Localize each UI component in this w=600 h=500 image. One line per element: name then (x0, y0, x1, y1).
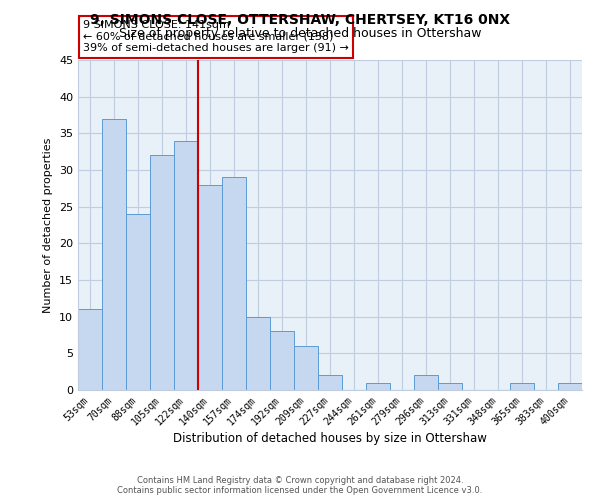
Bar (174, 140, 198, 390)
Bar (558, 382, 582, 390)
Bar (318, 376, 342, 390)
Bar (366, 382, 390, 390)
Bar (510, 382, 534, 390)
Bar (222, 178, 246, 390)
Bar (438, 382, 462, 390)
Bar (294, 346, 318, 390)
Bar (414, 376, 438, 390)
Text: Contains HM Land Registry data © Crown copyright and database right 2024.
Contai: Contains HM Land Registry data © Crown c… (118, 476, 482, 495)
Bar (270, 332, 294, 390)
Text: Size of property relative to detached houses in Ottershaw: Size of property relative to detached ho… (119, 28, 481, 40)
Bar (246, 316, 270, 390)
Bar (126, 214, 150, 390)
Y-axis label: Number of detached properties: Number of detached properties (43, 138, 53, 312)
Bar (78, 310, 102, 390)
Bar (150, 156, 174, 390)
Bar (198, 184, 222, 390)
Bar (102, 118, 126, 390)
X-axis label: Distribution of detached houses by size in Ottershaw: Distribution of detached houses by size … (173, 432, 487, 446)
Text: 9, SIMONS CLOSE, OTTERSHAW, CHERTSEY, KT16 0NX: 9, SIMONS CLOSE, OTTERSHAW, CHERTSEY, KT… (90, 12, 510, 26)
Text: 9 SIMONS CLOSE: 141sqm
← 60% of detached houses are smaller (138)
39% of semi-de: 9 SIMONS CLOSE: 141sqm ← 60% of detached… (83, 20, 349, 54)
